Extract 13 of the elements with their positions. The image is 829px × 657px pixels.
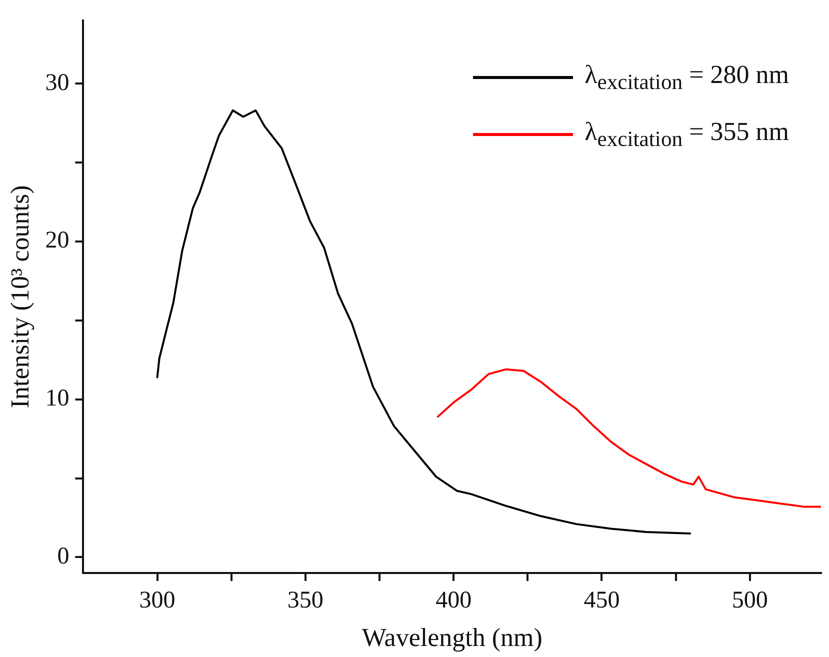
x-tick-label: 450	[584, 588, 620, 614]
x-tick-label: 300	[139, 588, 176, 614]
y-tick-label: 10	[45, 386, 70, 412]
x-tick-label: 400	[436, 588, 472, 614]
x-tick-label: 500	[732, 588, 768, 614]
y-axis-title: Intensity (10³ counts)	[5, 185, 34, 408]
legend-label: λ$_{excitation}$ = 280 nm	[584, 60, 789, 96]
x-tick-label: 350	[287, 588, 324, 614]
y-tick-label: 0	[57, 544, 70, 570]
y-tick-label: 30	[45, 70, 70, 96]
legend-label: λ$_{excitation}$ = 355 nm	[584, 117, 789, 152]
y-tick-label: 20	[45, 228, 70, 254]
x-axis-title: Wavelength (nm)	[362, 623, 542, 652]
